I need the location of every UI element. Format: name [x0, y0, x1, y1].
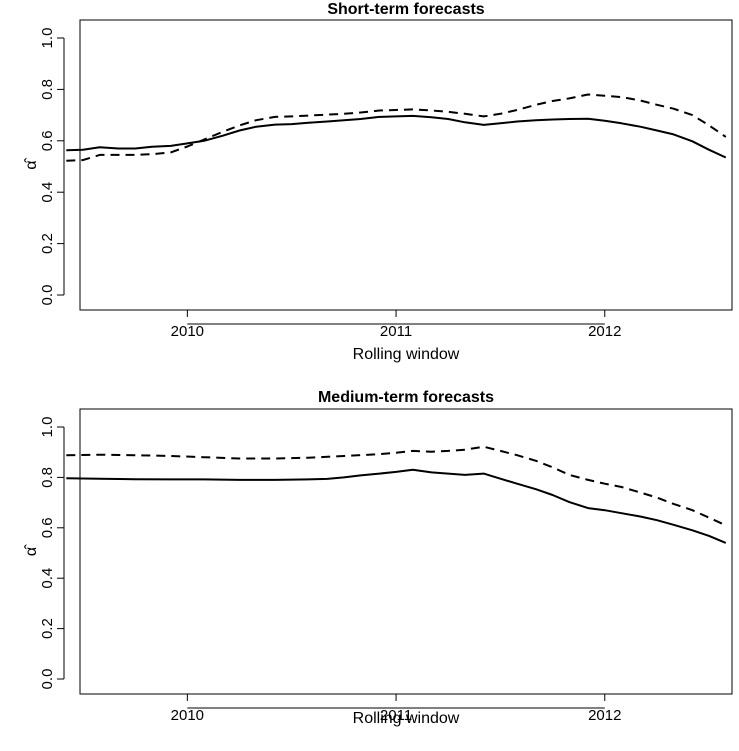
x-tick-label: 2011: [380, 323, 412, 340]
series-line-solid: [66, 468, 727, 544]
y-tick-label: 0.2: [39, 618, 56, 639]
y-tick-label: 0.8: [39, 79, 56, 100]
x-tick-label: 2010: [171, 323, 204, 340]
y-axis-label: α̂: [23, 157, 40, 169]
plot-frame: [79, 408, 733, 695]
chart-panel-1: Short-term forecasts 0.0 0.2 0.4 0.6 0.8 1.0 α̂…: [23, 1, 733, 363]
y-tick-label: 0.0: [39, 285, 56, 306]
series-line-solid: [66, 114, 727, 159]
y-tick-label: 0.6: [39, 517, 56, 538]
y-tick-label: 0.2: [39, 233, 56, 254]
y-tick-label: 0.4: [39, 182, 56, 203]
chart-title: Short-term forecasts: [327, 1, 484, 18]
plot-frame: [79, 19, 733, 311]
x-tick-label: 2012: [588, 707, 621, 724]
y-tick-label: 1.0: [39, 28, 56, 49]
x-axis-label: Rolling window: [353, 710, 460, 727]
y-tick-label: 0.4: [39, 568, 56, 589]
series-line-dashed: [66, 93, 727, 162]
y-tick-label: 1.0: [39, 417, 56, 438]
x-tick-label: 2010: [171, 707, 204, 724]
chart-title: Medium-term forecasts: [318, 389, 494, 406]
y-tick-label: 0.6: [39, 130, 56, 151]
y-tick-label: 0.8: [39, 467, 56, 488]
x-axis-label: Rolling window: [353, 346, 460, 363]
y-axis-label: α̂: [23, 544, 40, 556]
x-tick-label: 2011: [380, 707, 412, 724]
y-tick-label: 0.0: [39, 669, 56, 690]
series-line-dashed: [66, 445, 727, 527]
x-tick-label: 2012: [588, 323, 621, 340]
chart-panel-2: Medium-term forecasts 0.0 0.2 0.4 0.6 0.8 1.0 α…: [23, 389, 733, 727]
